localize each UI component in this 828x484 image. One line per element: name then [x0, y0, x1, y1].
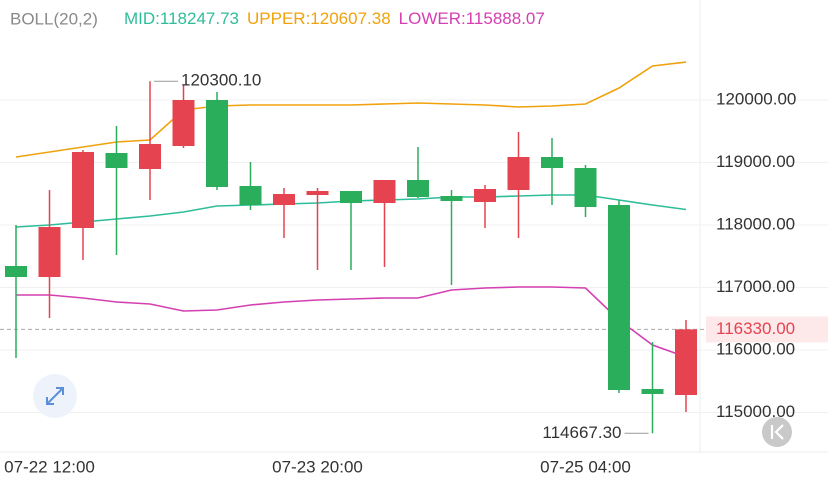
candle-body — [72, 152, 94, 228]
candle-body — [239, 186, 262, 205]
candle-body — [407, 180, 429, 197]
candle-body — [675, 329, 697, 395]
labels: 120000.00 119000.00 118000.00 117000.00 1160… — [4, 71, 828, 476]
candle-body — [5, 266, 27, 277]
candle-body — [541, 157, 563, 168]
y-tick-label: 116000.00 — [716, 339, 795, 358]
last-price-tag — [706, 316, 828, 343]
legend-text: MID:118247.73 UPPER:120607.38 LOWER:115888… — [124, 9, 545, 28]
boll-line — [16, 286, 687, 358]
y-tick-label: 119000.00 — [716, 152, 795, 171]
candle-body — [608, 205, 630, 390]
y-tick-label: 115000.00 — [716, 402, 795, 421]
candle-body — [373, 180, 396, 203]
candle-body — [641, 389, 664, 394]
legend: MID:118247.73 UPPER:120607.38 LOWER:115888… — [124, 9, 545, 28]
candle-body — [474, 189, 496, 202]
last-price-label: 116330.00 — [716, 319, 795, 338]
boll-line — [15, 61, 687, 158]
candle-body — [273, 194, 295, 205]
x-tick-label: 07-23 20:00 — [272, 457, 363, 476]
x-tick-label: 07-25 04:00 — [540, 457, 631, 476]
back-icon — [770, 424, 784, 440]
low-label: 114667.30 — [542, 423, 621, 442]
candle-body — [206, 100, 228, 187]
y-tick-label: 118000.00 — [716, 214, 795, 233]
high-label: 120300.10 — [181, 71, 261, 90]
candle-body — [105, 153, 128, 168]
y-tick-label: 117000.00 — [716, 277, 795, 296]
y-tick-label: 120000.00 — [716, 89, 796, 108]
candle-body — [574, 168, 597, 207]
grid — [0, 99, 828, 413]
expand-button[interactable] — [33, 374, 77, 418]
back-to-latest-button[interactable] — [762, 417, 792, 447]
candle-body — [172, 100, 195, 146]
expand-icon — [46, 387, 64, 405]
candle-body — [507, 157, 530, 190]
legend-value: 120607.38 — [310, 9, 390, 28]
legend-name: UPPER: — [247, 9, 310, 28]
candles — [5, 81, 697, 434]
indicator-name: BOLL(20,2) — [10, 9, 98, 28]
candle-body — [306, 191, 329, 195]
candle-body — [340, 191, 362, 203]
x-tick-label: 07-22 12:00 — [4, 457, 95, 476]
legend-name: LOWER: — [399, 9, 466, 28]
candle-body — [440, 196, 463, 201]
candle-body — [139, 144, 161, 169]
legend-name: MID: — [124, 9, 160, 28]
legend-value: 115888.07 — [466, 9, 545, 28]
candle-body — [38, 227, 61, 277]
legend-value: 118247.73 — [160, 9, 239, 28]
